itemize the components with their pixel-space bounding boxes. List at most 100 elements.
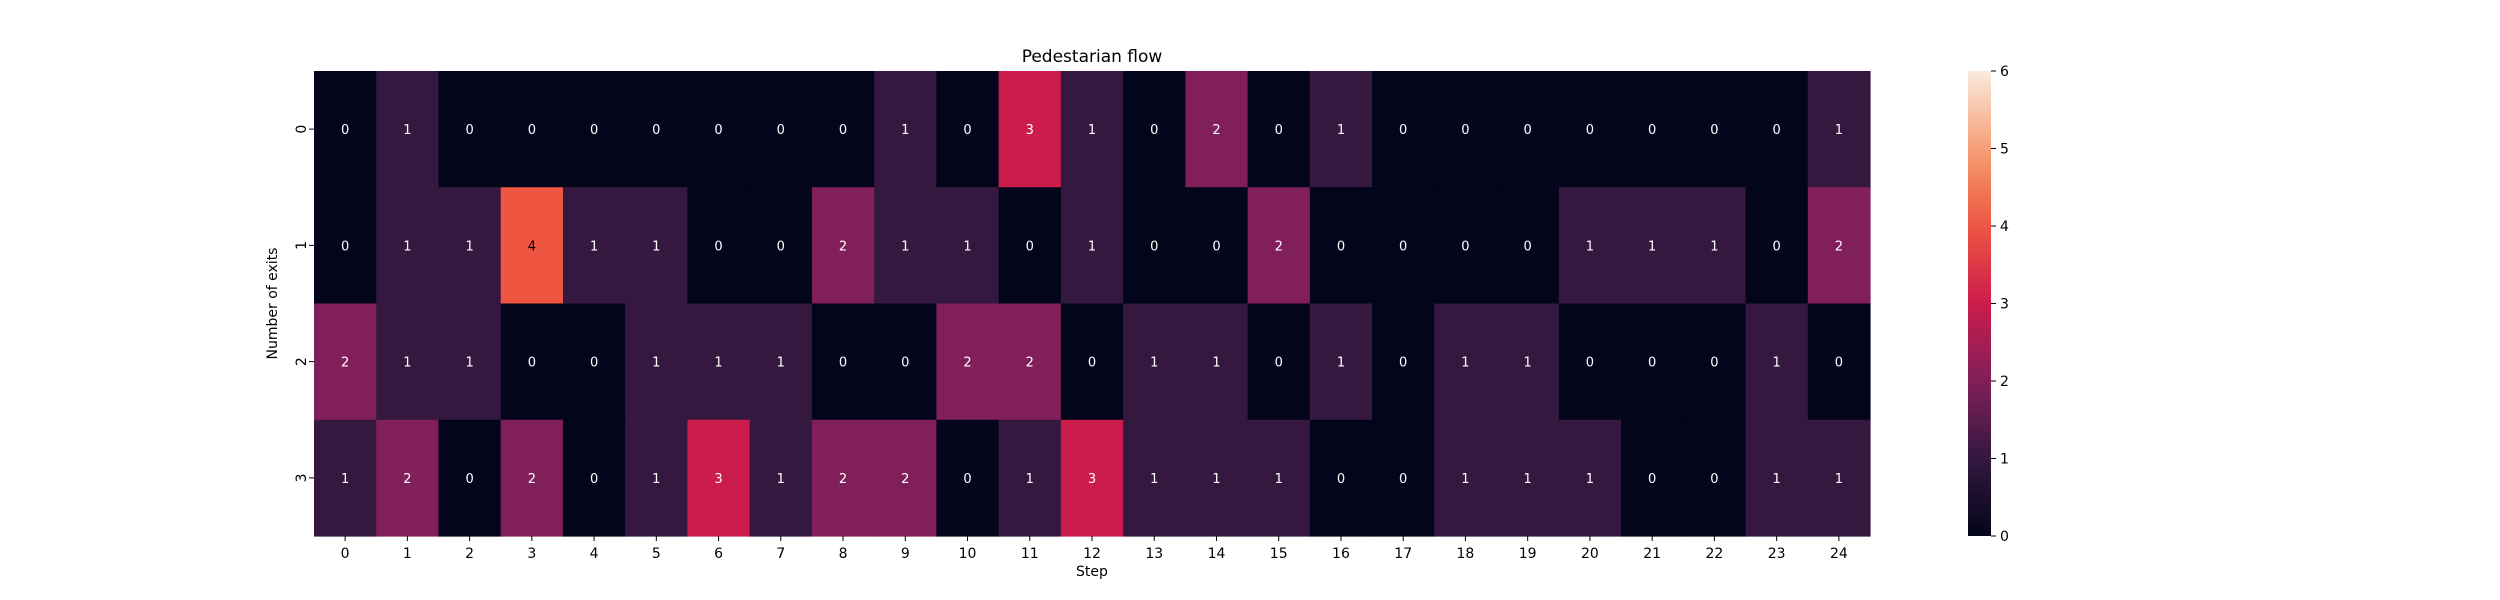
heatmap-cell (625, 419, 689, 537)
colorbar: 0 1 2 3 4 5 6 (1968, 64, 2009, 545)
cell-value-label: 0 (1212, 239, 1220, 254)
heatmap-cell (998, 419, 1062, 537)
cell-value-label: 0 (714, 239, 722, 254)
heatmap-cell (1247, 419, 1311, 537)
cell-value-label: 0 (465, 472, 473, 487)
x-tick-label: 12 (1083, 546, 1101, 562)
cell-value-label: 0 (590, 123, 598, 138)
heatmap-cell (811, 187, 875, 305)
heatmap-cell (438, 187, 502, 305)
heatmap-cell (1123, 419, 1186, 537)
cell-value-label: 1 (1710, 239, 1718, 254)
cell-value-label: 2 (839, 239, 847, 254)
cell-value-label: 1 (901, 123, 909, 138)
heatmap-cell (936, 71, 1000, 188)
cell-value-label: 0 (652, 123, 660, 138)
heatmap-cell (749, 419, 813, 537)
heatmap-cell (1123, 303, 1186, 421)
heatmap-cell (811, 419, 875, 537)
cell-value-label: 4 (528, 239, 536, 254)
cell-value-label: 1 (1337, 356, 1345, 371)
colorbar-tick-label: 4 (2000, 219, 2009, 235)
cell-value-label: 3 (714, 472, 722, 487)
chart-title: Pedestarian flow (1022, 47, 1163, 67)
x-tick-label: 0 (341, 546, 350, 562)
heatmap-cell (376, 187, 440, 305)
y-tick-label: 3 (294, 473, 310, 482)
heatmap-cell (1247, 187, 1311, 305)
heatmap-cell (1434, 71, 1498, 188)
cell-value-label: 0 (1399, 239, 1407, 254)
cell-value-label: 2 (1275, 239, 1283, 254)
cell-value-label: 1 (1524, 472, 1532, 487)
x-tick-label: 23 (1768, 546, 1786, 562)
heatmap-cell (314, 419, 377, 537)
cell-value-label: 1 (652, 239, 660, 254)
x-tick-label: 11 (1021, 546, 1039, 562)
cell-value-label: 0 (901, 356, 909, 371)
heatmap-cell (998, 71, 1062, 188)
cell-value-label: 2 (1835, 239, 1843, 254)
heatmap-cell (1558, 71, 1622, 188)
heatmap-cell (1621, 187, 1684, 305)
heatmap-cell (1185, 187, 1249, 305)
cell-value-label: 1 (1275, 472, 1283, 487)
cell-value-label: 0 (1399, 356, 1407, 371)
heatmap-cell (500, 187, 564, 305)
x-tick-label: 2 (465, 546, 474, 562)
cell-value-label: 2 (341, 356, 349, 371)
cell-value-label: 0 (777, 123, 785, 138)
x-tick-label: 6 (714, 546, 723, 562)
cell-value-label: 1 (1835, 472, 1843, 487)
cell-value-label: 1 (465, 356, 473, 371)
heatmap-cell (500, 71, 564, 188)
heatmap-cell (1309, 71, 1373, 188)
cell-value-label: 2 (1026, 356, 1034, 371)
cell-value-label: 1 (652, 472, 660, 487)
cell-value-label: 1 (403, 356, 411, 371)
y-tick-label: 0 (294, 125, 310, 134)
heatmap-cell (1247, 303, 1311, 421)
cell-value-label: 2 (839, 472, 847, 487)
heatmap-cell (998, 187, 1062, 305)
cell-value-label: 1 (590, 239, 598, 254)
heatmap-cell (1745, 419, 1809, 537)
heatmap-cell (625, 71, 689, 188)
cell-value-label: 0 (1586, 356, 1594, 371)
cell-value-label: 1 (1088, 239, 1096, 254)
heatmap-cell (1621, 71, 1684, 188)
heatmap-cell (1309, 419, 1373, 537)
cell-value-label: 0 (714, 123, 722, 138)
cell-value-label: 2 (901, 472, 909, 487)
heatmap-cell (874, 419, 937, 537)
cell-value-label: 0 (1461, 123, 1469, 138)
heatmap-cell (1309, 187, 1373, 305)
cell-value-label: 1 (465, 239, 473, 254)
x-tick-label: 16 (1332, 546, 1350, 562)
cell-value-label: 1 (1026, 472, 1034, 487)
heatmap-cell (1247, 71, 1311, 188)
heatmap-cell (1123, 187, 1186, 305)
heatmap-cell (874, 303, 937, 421)
heatmap-cell (625, 187, 689, 305)
cell-value-label: 0 (465, 123, 473, 138)
heatmap-cell (1434, 419, 1498, 537)
heatmap-cell (936, 187, 1000, 305)
cell-value-label: 1 (1337, 123, 1345, 138)
colorbar-tick-label: 1 (2000, 452, 2009, 468)
heatmap-cell (811, 303, 875, 421)
cell-value-label: 0 (1710, 472, 1718, 487)
x-tick-label: 14 (1208, 546, 1226, 562)
cell-value-label: 3 (1026, 123, 1034, 138)
heatmap-cell (1558, 187, 1622, 305)
heatmap-cell (1060, 419, 1124, 537)
heatmap-cell (936, 419, 1000, 537)
cell-value-label: 1 (341, 472, 349, 487)
heatmap-cell (562, 187, 626, 305)
cell-value-label: 1 (963, 239, 971, 254)
colorbar-tick-label: 5 (2000, 142, 2009, 158)
cell-value-label: 0 (1026, 239, 1034, 254)
heatmap-cell (749, 71, 813, 188)
heatmap-cell (1683, 187, 1747, 305)
